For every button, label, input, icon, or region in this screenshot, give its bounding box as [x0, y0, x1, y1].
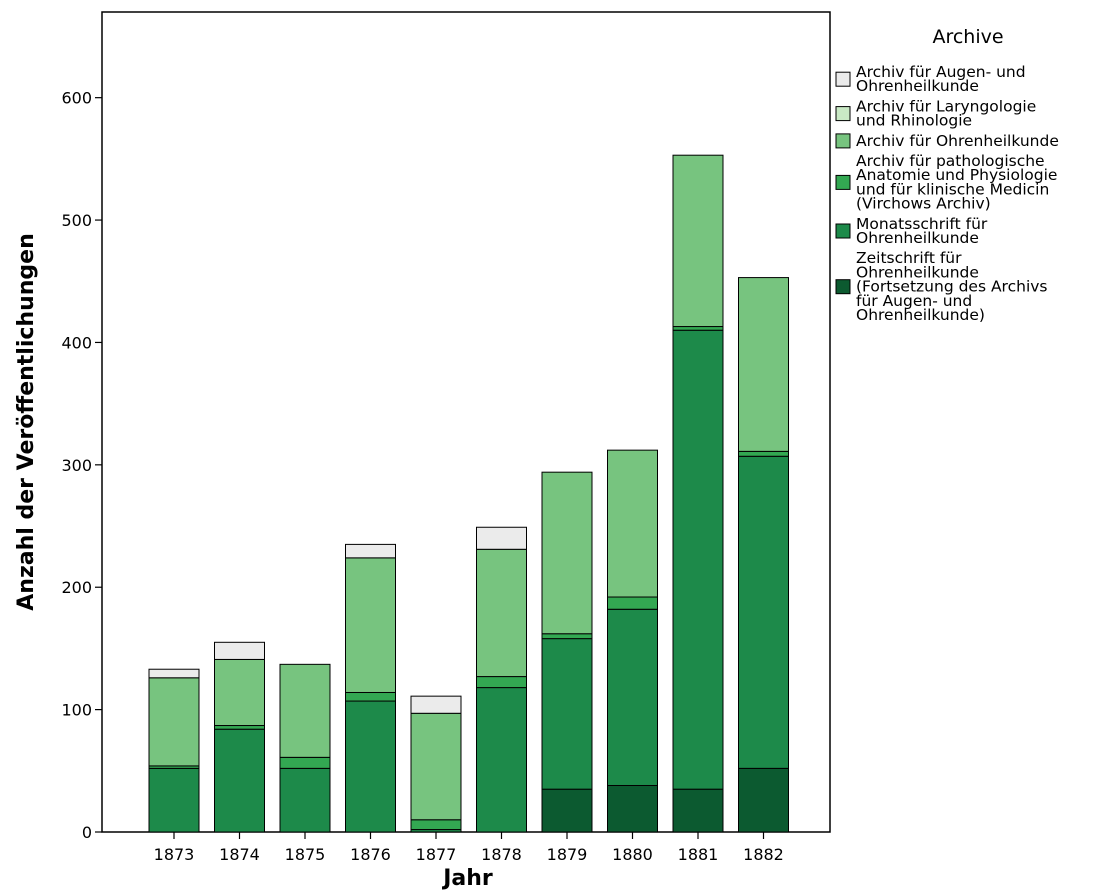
legend-swatch	[835, 71, 851, 87]
y-tick-label: 100	[61, 701, 92, 720]
y-tick-label: 600	[61, 89, 92, 108]
bar-segment	[214, 641, 265, 660]
bar-segment	[410, 819, 462, 831]
legend-swatch	[835, 174, 851, 190]
bar-segment	[279, 663, 331, 758]
bar-segment	[738, 277, 789, 452]
x-tick-label: 1881	[678, 845, 719, 864]
y-tick-label: 500	[61, 211, 92, 230]
x-tick-label: 1879	[547, 845, 588, 864]
legend-title: Archive	[932, 26, 1003, 48]
legend-swatch	[835, 133, 851, 149]
bar-segment	[214, 725, 265, 730]
legend-entry: Monatsschrift für Ohrenheilkunde	[856, 215, 988, 247]
x-tick-label: 1880	[612, 845, 653, 864]
bar-segment	[279, 756, 331, 769]
x-tick-label: 1873	[154, 845, 195, 864]
bar-segment	[607, 596, 658, 610]
legend-entry: Archiv für pathologische Anatomie und Phy…	[856, 152, 1057, 213]
bar-segment	[476, 676, 527, 689]
bar-segment	[672, 154, 724, 328]
bar-segment	[214, 658, 265, 727]
bar-segment	[345, 543, 396, 559]
bar-segment	[607, 449, 658, 598]
legend-entry: Archiv für Laryngologie und Rhinologie	[856, 97, 1036, 129]
bar-segment	[148, 668, 200, 679]
legend-swatch	[835, 106, 851, 122]
x-axis: 1873 1874 1875 1876 1877 1878 1879 1880 1881 1882	[154, 832, 784, 864]
bar-segment	[672, 326, 724, 331]
bar-segment	[410, 712, 462, 821]
x-tick-label: 1877	[416, 845, 457, 864]
bar-segment	[607, 608, 658, 786]
legend-entry: Archiv für Ohrenheilkunde	[856, 132, 1059, 150]
y-tick-label: 400	[61, 333, 92, 352]
bar-segment	[541, 788, 593, 833]
bar-segment	[476, 687, 527, 833]
legend-entry: Archiv für Augen- und Ohrenheilkunde	[856, 63, 1026, 95]
x-tick-label: 1878	[481, 845, 522, 864]
bar-segment	[476, 548, 527, 678]
y-tick-label: 300	[61, 456, 92, 475]
bar-segment	[607, 784, 658, 833]
bar-segment	[541, 633, 593, 640]
legend-entry: Zeitschrift für Ohrenheilkunde (Fortsetzun…	[856, 249, 1048, 324]
bar-segment	[345, 691, 396, 702]
bar-segment	[148, 767, 200, 833]
bar-segment	[214, 728, 265, 833]
y-tick-label: 0	[82, 823, 92, 842]
bar-segment	[738, 767, 789, 833]
y-tick-label: 200	[61, 578, 92, 597]
bar-segment	[672, 329, 724, 790]
bar-segment	[541, 471, 593, 635]
bar-segment	[672, 788, 724, 833]
bar-segment	[410, 695, 462, 714]
x-tick-label: 1874	[219, 845, 260, 864]
x-tick-label: 1876	[350, 845, 391, 864]
legend-swatch	[835, 279, 851, 295]
legend-swatch	[835, 223, 851, 239]
x-tick-label: 1875	[285, 845, 326, 864]
bar-segment	[476, 526, 527, 550]
bar-segment	[279, 767, 331, 833]
bar-segment	[345, 700, 396, 833]
bars	[148, 154, 789, 833]
bar-segment	[738, 450, 789, 457]
bar-segment	[541, 638, 593, 790]
y-axis: 0 100 200 300 400 500 600	[61, 89, 102, 842]
bar-segment	[738, 455, 789, 769]
x-axis-title: Jahr	[441, 866, 493, 891]
bar-segment	[148, 677, 200, 767]
x-tick-label: 1882	[743, 845, 784, 864]
legend: Archive Archiv für Augen- und Ohrenheilku…	[835, 26, 1059, 324]
bar-segment	[345, 557, 396, 693]
y-axis-title: Anzahl der Veröffentlichungen	[14, 233, 39, 610]
